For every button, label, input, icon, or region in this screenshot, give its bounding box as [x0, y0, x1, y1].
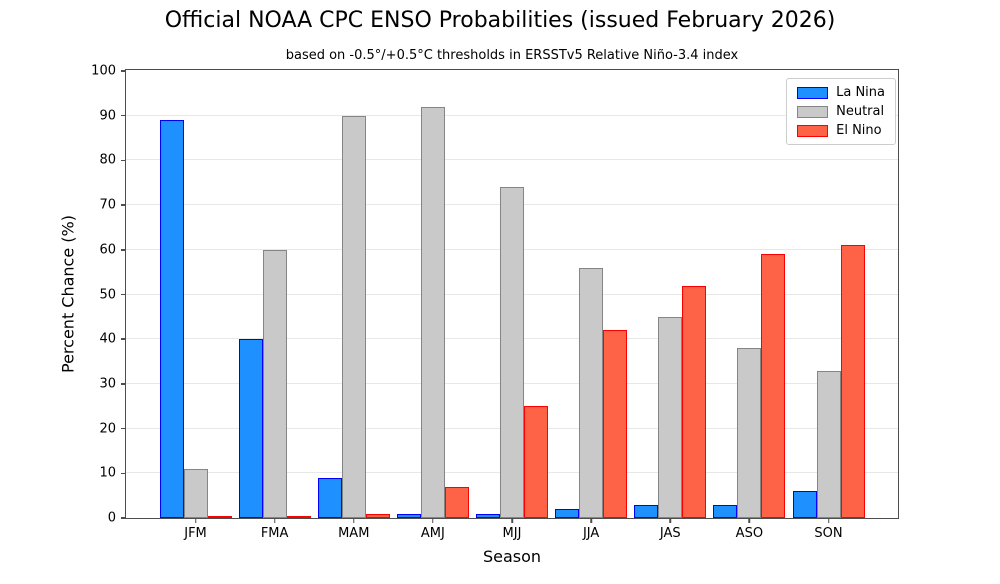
legend-label-neutral: Neutral	[836, 104, 885, 119]
bar-la-nina-jas	[634, 504, 659, 518]
x-tick-mark-aso	[748, 518, 751, 523]
y-tick-label-0: 0	[107, 510, 116, 526]
bar-la-nina-fma	[238, 339, 263, 518]
bar-neutral-jfm	[183, 468, 208, 518]
x-tick-label-aso: ASO	[735, 526, 764, 541]
x-tick-label-son: SON	[814, 526, 843, 541]
bar-neutral-fma	[262, 249, 287, 518]
y-tick-mark-90	[121, 114, 126, 117]
plot-area: 0 10 20 30 40 50 60 70 80 90 100 JFM FMA MAM AMJ MJJ JJA…	[91, 65, 899, 540]
bar-la-nina-mam	[317, 477, 342, 518]
y-tick-mark-10	[121, 472, 126, 475]
bar-neutral-jas	[658, 316, 683, 518]
x-tick-label-jja: JJA	[582, 526, 600, 541]
legend-item-neutral: Neutral	[797, 105, 885, 118]
y-tick-label-90: 90	[99, 108, 116, 124]
y-axis-label: Percent Chance (%)	[58, 215, 78, 373]
gridline-90	[126, 114, 898, 116]
y-tick-label-40: 40	[99, 331, 116, 347]
x-tick-mark-jfm	[194, 518, 197, 523]
y-tick-mark-0	[121, 517, 126, 519]
bar-neutral-amj	[420, 106, 445, 518]
y-tick-mark-40	[121, 338, 126, 340]
y-tick-label-60: 60	[99, 242, 116, 258]
legend-label-la-nina: La Nina	[836, 85, 885, 100]
bar-la-nina-amj	[396, 513, 421, 518]
x-tick-mark-mjj	[511, 518, 513, 523]
y-tick-label-100: 100	[91, 63, 116, 79]
x-tick-mark-amj	[432, 518, 434, 523]
legend-swatch-neutral	[797, 105, 829, 118]
y-tick-label-80: 80	[99, 152, 116, 168]
bar-el-nino-son	[840, 245, 865, 518]
x-tick-label-amj: AMJ	[420, 526, 445, 541]
bar-neutral-son	[816, 370, 841, 518]
y-tick-mark-50	[121, 293, 126, 296]
x-tick-label-jas: JAS	[659, 526, 681, 541]
x-tick-mark-jas	[669, 518, 671, 523]
bar-la-nina-son	[792, 491, 817, 518]
y-tick-label-10: 10	[99, 465, 116, 481]
bar-neutral-mam	[341, 115, 366, 518]
bar-la-nina-jja	[555, 509, 580, 518]
legend-label-el-nino: El Nino	[836, 123, 882, 138]
bar-el-nino-mjj	[524, 406, 548, 518]
y-tick-label-70: 70	[99, 197, 116, 213]
legend-swatch-la-nina	[797, 86, 829, 99]
x-tick-mark-son	[827, 518, 830, 523]
bar-el-nino-jfm	[207, 516, 232, 518]
y-tick-mark-80	[121, 159, 126, 162]
x-tick-mark-jja	[590, 518, 592, 523]
bar-el-nino-jja	[603, 330, 628, 518]
x-tick-mark-mam	[353, 518, 355, 523]
gridline-80	[126, 159, 898, 161]
chart-subtitle: based on -0.5°/+0.5°C thresholds in ERSS…	[285, 48, 739, 63]
y-tick-mark-60	[121, 249, 126, 251]
y-tick-label-30: 30	[99, 376, 116, 392]
bar-la-nina-jfm	[159, 120, 184, 518]
bar-el-nino-aso	[761, 254, 786, 518]
bar-el-nino-fma	[286, 516, 311, 518]
y-tick-label-20: 20	[99, 421, 116, 437]
bar-la-nina-aso	[713, 504, 738, 518]
x-tick-label-fma: FMA	[260, 526, 289, 541]
y-tick-mark-70	[121, 204, 126, 206]
y-tick-mark-100	[121, 70, 126, 72]
y-tick-mark-30	[121, 383, 126, 385]
legend-item-el-nino: El Nino	[797, 124, 885, 137]
legend-swatch-el-nino	[797, 124, 829, 137]
legend: La Nina Neutral El Nino	[786, 78, 896, 145]
bar-el-nino-amj	[444, 486, 469, 518]
bar-neutral-mjj	[500, 187, 524, 518]
chart-title: Official NOAA CPC ENSO Probabilities (is…	[164, 8, 836, 33]
bar-el-nino-mam	[365, 513, 390, 518]
x-tick-label-mjj: MJJ	[502, 526, 522, 541]
legend-item-la-nina: La Nina	[797, 86, 885, 99]
bar-neutral-jja	[579, 267, 604, 518]
bar-la-nina-mjj	[476, 513, 500, 518]
y-tick-label-50: 50	[99, 287, 116, 302]
y-tick-mark-20	[121, 427, 126, 430]
x-axis-label: Season	[482, 547, 542, 566]
x-tick-label-mam: MAM	[338, 526, 370, 541]
x-tick-label-jfm: JFM	[184, 526, 207, 541]
bar-neutral-aso	[737, 348, 762, 518]
bar-el-nino-jas	[682, 285, 707, 518]
x-tick-mark-fma	[273, 518, 276, 523]
